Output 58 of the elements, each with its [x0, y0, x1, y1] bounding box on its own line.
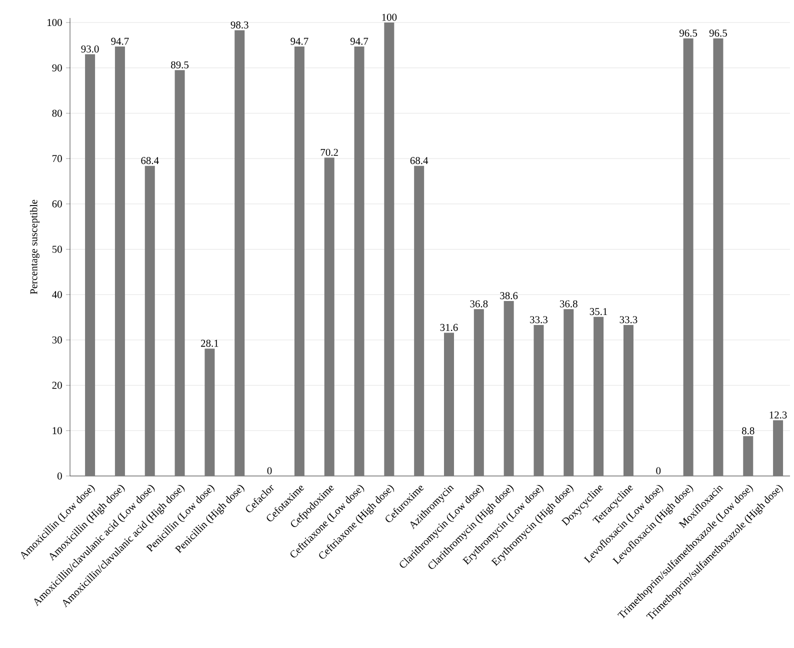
- bar: [174, 70, 185, 476]
- bar: [743, 436, 754, 476]
- data-label: 33.3: [620, 316, 638, 324]
- y-tick-label: 0: [57, 472, 62, 480]
- y-tick-label: 50: [52, 246, 62, 253]
- bar: [564, 309, 574, 476]
- bar: [354, 46, 364, 476]
- data-label: 96.5: [679, 30, 698, 37]
- bar: [414, 166, 424, 476]
- data-label: 36.8: [470, 300, 488, 308]
- data-label: 94.7: [111, 38, 129, 45]
- data-label: 36.8: [560, 300, 578, 308]
- y-tick-label: 40: [52, 291, 62, 298]
- bar: [534, 324, 544, 476]
- y-tick-label: 20: [52, 382, 62, 389]
- bar: [773, 420, 784, 476]
- data-label: 35.1: [590, 308, 608, 316]
- data-label: 68.4: [410, 157, 428, 164]
- data-label: 68.4: [141, 157, 159, 164]
- y-tick-label: 80: [52, 110, 62, 117]
- y-tick-label: 30: [52, 336, 62, 344]
- data-label: 8.8: [742, 427, 754, 434]
- data-label: 0: [267, 467, 272, 474]
- data-label: 38.6: [500, 292, 518, 300]
- data-label: 94.7: [290, 38, 308, 45]
- bar: [713, 38, 724, 476]
- bar: [85, 54, 96, 476]
- y-tick-label: 70: [52, 155, 62, 162]
- bar: [504, 300, 514, 476]
- data-label: 70.2: [320, 148, 338, 156]
- bar: [594, 316, 604, 476]
- data-label: 94.7: [350, 38, 368, 45]
- data-label: 98.3: [230, 21, 248, 29]
- bar: [204, 348, 215, 476]
- data-label: 28.1: [201, 340, 218, 347]
- bar: [444, 332, 454, 476]
- data-label: 89.5: [171, 61, 189, 68]
- y-tick-label: 60: [52, 200, 62, 208]
- y-tick-label: 10: [52, 427, 62, 434]
- data-label: 12.3: [770, 411, 787, 419]
- data-label: 100: [382, 14, 397, 21]
- bar: [623, 324, 634, 476]
- data-label: 33.3: [530, 316, 548, 324]
- bar: [474, 309, 484, 476]
- y-tick-label: 90: [52, 64, 62, 72]
- data-label: 93.0: [81, 45, 99, 53]
- bar: [294, 46, 304, 476]
- data-label: 0: [656, 467, 661, 474]
- bar: [114, 46, 125, 476]
- y-axis-title: Percentage susceptible: [30, 200, 40, 294]
- bar: [324, 158, 334, 476]
- data-label: 31.6: [440, 324, 458, 331]
- bar: [234, 30, 245, 476]
- bar: [144, 166, 155, 476]
- data-label: 96.5: [709, 30, 727, 37]
- bar: [384, 22, 394, 476]
- bar: [683, 38, 694, 476]
- y-tick-label: 100: [48, 19, 62, 26]
